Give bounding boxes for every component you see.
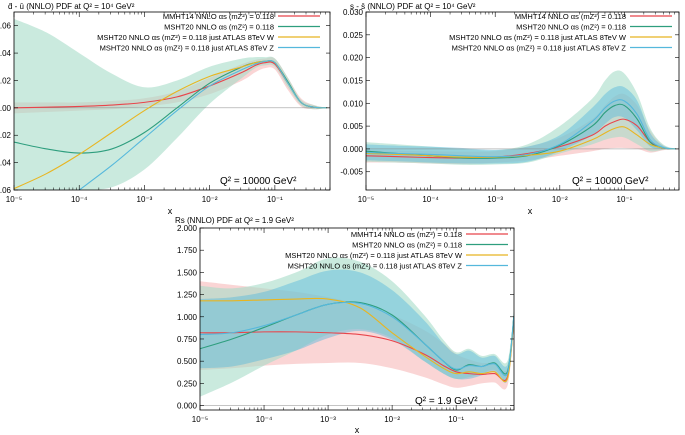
plot-area [14, 18, 330, 190]
x-tick-label: 10⁻³ [487, 195, 503, 204]
uncertainty-band-mmht14 [366, 93, 677, 165]
legend-label-msht20: MSHT20 NNLO αs (mZ²) = 0.118 [516, 23, 626, 32]
legend-label-msht20: MSHT20 NNLO αs (mZ²) = 0.118 [352, 241, 462, 250]
series-line-z [200, 301, 514, 377]
y-tick-label: 0.025 [343, 31, 364, 40]
x-axis: 10⁻⁵ 10⁻⁴ 10⁻³ 10⁻² 10⁻¹ [358, 12, 680, 204]
plot-frame [13, 11, 331, 191]
chart-s-sbar: s - s̄ (NNLO) PDF at Q² = 10⁴ GeV² -0.00… [340, 2, 680, 216]
series-line-w [200, 297, 514, 383]
y-tick-label: 2.000 [177, 224, 198, 233]
plot-frame [365, 11, 680, 191]
y-tick-label: 0.005 [343, 122, 364, 131]
y-tick-label: -0.06 [0, 186, 12, 195]
uncertainty-band-z [366, 85, 677, 164]
plot-area [200, 257, 514, 406]
plot-area [366, 70, 679, 165]
y-tick-label: 0.015 [343, 76, 364, 85]
series-line-z [78, 59, 328, 190]
uncertainty-band-msht20 [366, 70, 677, 165]
chart-title: d̄ - ū (NNLO) PDF at Q² = 10⁴ GeV² [8, 2, 135, 11]
legend: MMHT14 NNLO αs (mZ²) = 0.118 MSHT20 NNLO … [97, 12, 320, 53]
x-tick-label: 10⁻² [202, 195, 218, 204]
series-line-w [366, 126, 677, 158]
y-tick-label: 0.010 [343, 99, 364, 108]
x-axis: 10⁻⁵ 10⁻⁴ 10⁻³ 10⁻² 10⁻¹ [6, 12, 331, 204]
y-axis: -0.005 0.000 0.005 0.010 0.015 0.020 0.025 0.03… [340, 8, 679, 177]
q2-label: Q² = 10000 GeV² [572, 176, 649, 187]
legend-label-w: MSHT20 NNLO αs (mZ²) = 0.118 just ATLAS … [97, 33, 275, 42]
x-tick-label: 10⁻⁴ [422, 195, 439, 204]
series-line-z [366, 99, 677, 158]
y-tick-label: 0.250 [177, 379, 198, 388]
series-line-mmht14 [200, 318, 514, 382]
legend-label-z: MSHT20 NNLO αs (mZ²) = 0.118 just ATLAS … [452, 44, 627, 53]
q2-label: Q² = 10000 GeV² [220, 176, 297, 187]
y-axis: -0.06 -0.04 -0.02 0.00 0.02 0.04 0.06 [0, 22, 330, 195]
x-tick-label: 10⁻⁵ [358, 195, 374, 204]
chart-dbar-ubar: d̄ - ū (NNLO) PDF at Q² = 10⁴ GeV² -0.06… [0, 2, 331, 216]
x-tick-label: 10⁻⁵ [6, 195, 22, 204]
x-tick-label: 10⁻⁵ [192, 415, 208, 424]
legend: MMHT14 NNLO αs (mZ²) = 0.118 MSHT20 NNLO … [449, 12, 672, 53]
y-tick-label: -0.005 [340, 168, 363, 177]
x-tick-label: 10⁻¹ [267, 195, 283, 204]
series-line-mmht14 [366, 118, 677, 159]
chart-title: Rs (NNLO) PDF at Q² = 1.9 GeV² [175, 216, 294, 225]
uncertainty-band-msht20 [200, 257, 514, 397]
x-tick-label: 10⁻² [552, 195, 568, 204]
x-axis: 10⁻⁵ 10⁻⁴ 10⁻³ 10⁻² 10⁻¹ [192, 228, 515, 424]
chart-rs: Rs (NNLO) PDF at Q² = 1.9 GeV² 0.000 0.25… [175, 216, 515, 435]
legend-label-mmht14: MMHT14 NNLO αs (mZ²) = 0.118 [515, 12, 626, 21]
x-axis-label: x [168, 206, 173, 216]
legend-label-w: MSHT20 NNLO αs (mZ²) = 0.118 just ATLAS … [285, 251, 463, 260]
legend-label-z: MSHT20 NNLO αs (mZ²) = 0.118 just ATLAS … [288, 262, 463, 271]
plot-frame [199, 227, 515, 411]
y-tick-label: 0.750 [177, 335, 198, 344]
x-axis-label: x [355, 425, 360, 435]
y-tick-label: 0.000 [343, 145, 364, 154]
y-tick-label: 0.02 [0, 76, 12, 85]
x-tick-label: 10⁻¹ [448, 415, 464, 424]
legend-label-mmht14: MMHT14 NNLO αs (mZ²) = 0.118 [351, 230, 462, 239]
x-axis-label: x [528, 206, 533, 216]
y-tick-label: 1.250 [177, 291, 198, 300]
legend-label-msht20: MSHT20 NNLO αs (mZ²) = 0.118 [164, 23, 274, 32]
legend-label-mmht14: MMHT14 NNLO αs (mZ²) = 0.118 [163, 12, 274, 21]
y-tick-label: 0.00 [0, 104, 12, 113]
x-tick-label: 10⁻⁴ [71, 195, 88, 204]
y-tick-label: 0.020 [343, 54, 364, 63]
y-tick-label: -0.04 [0, 159, 12, 168]
y-tick-label: 1.500 [177, 268, 198, 277]
x-tick-label: 10⁻² [384, 415, 400, 424]
y-axis: 0.000 0.250 0.500 0.750 1.000 1.250 1.500 1.750… [177, 224, 514, 411]
y-tick-label: 0.000 [177, 402, 198, 411]
y-tick-label: -0.02 [0, 131, 12, 140]
chart-title: s - s̄ (NNLO) PDF at Q² = 10⁴ GeV² [350, 2, 476, 11]
x-tick-label: 10⁻¹ [617, 195, 633, 204]
legend-label-w: MSHT20 NNLO αs (mZ²) = 0.118 just ATLAS … [449, 33, 627, 42]
y-tick-label: 0.06 [0, 22, 12, 31]
uncertainty-band-msht20 [14, 18, 328, 190]
y-tick-label: 0.030 [343, 8, 364, 17]
y-tick-label: 0.04 [0, 49, 12, 58]
y-tick-label: 1.000 [177, 313, 198, 322]
x-tick-label: 10⁻³ [320, 415, 336, 424]
x-tick-label: 10⁻⁴ [256, 415, 273, 424]
y-tick-label: 1.750 [177, 246, 198, 255]
legend: MMHT14 NNLO αs (mZ²) = 0.118 MSHT20 NNLO … [285, 230, 508, 271]
y-tick-label: 0.500 [177, 357, 198, 366]
x-tick-label: 10⁻³ [137, 195, 153, 204]
legend-label-z: MSHT20 NNLO αs (mZ²) = 0.118 just ATLAS … [100, 44, 275, 53]
q2-label: Q² = 1.9 GeV² [415, 396, 478, 407]
